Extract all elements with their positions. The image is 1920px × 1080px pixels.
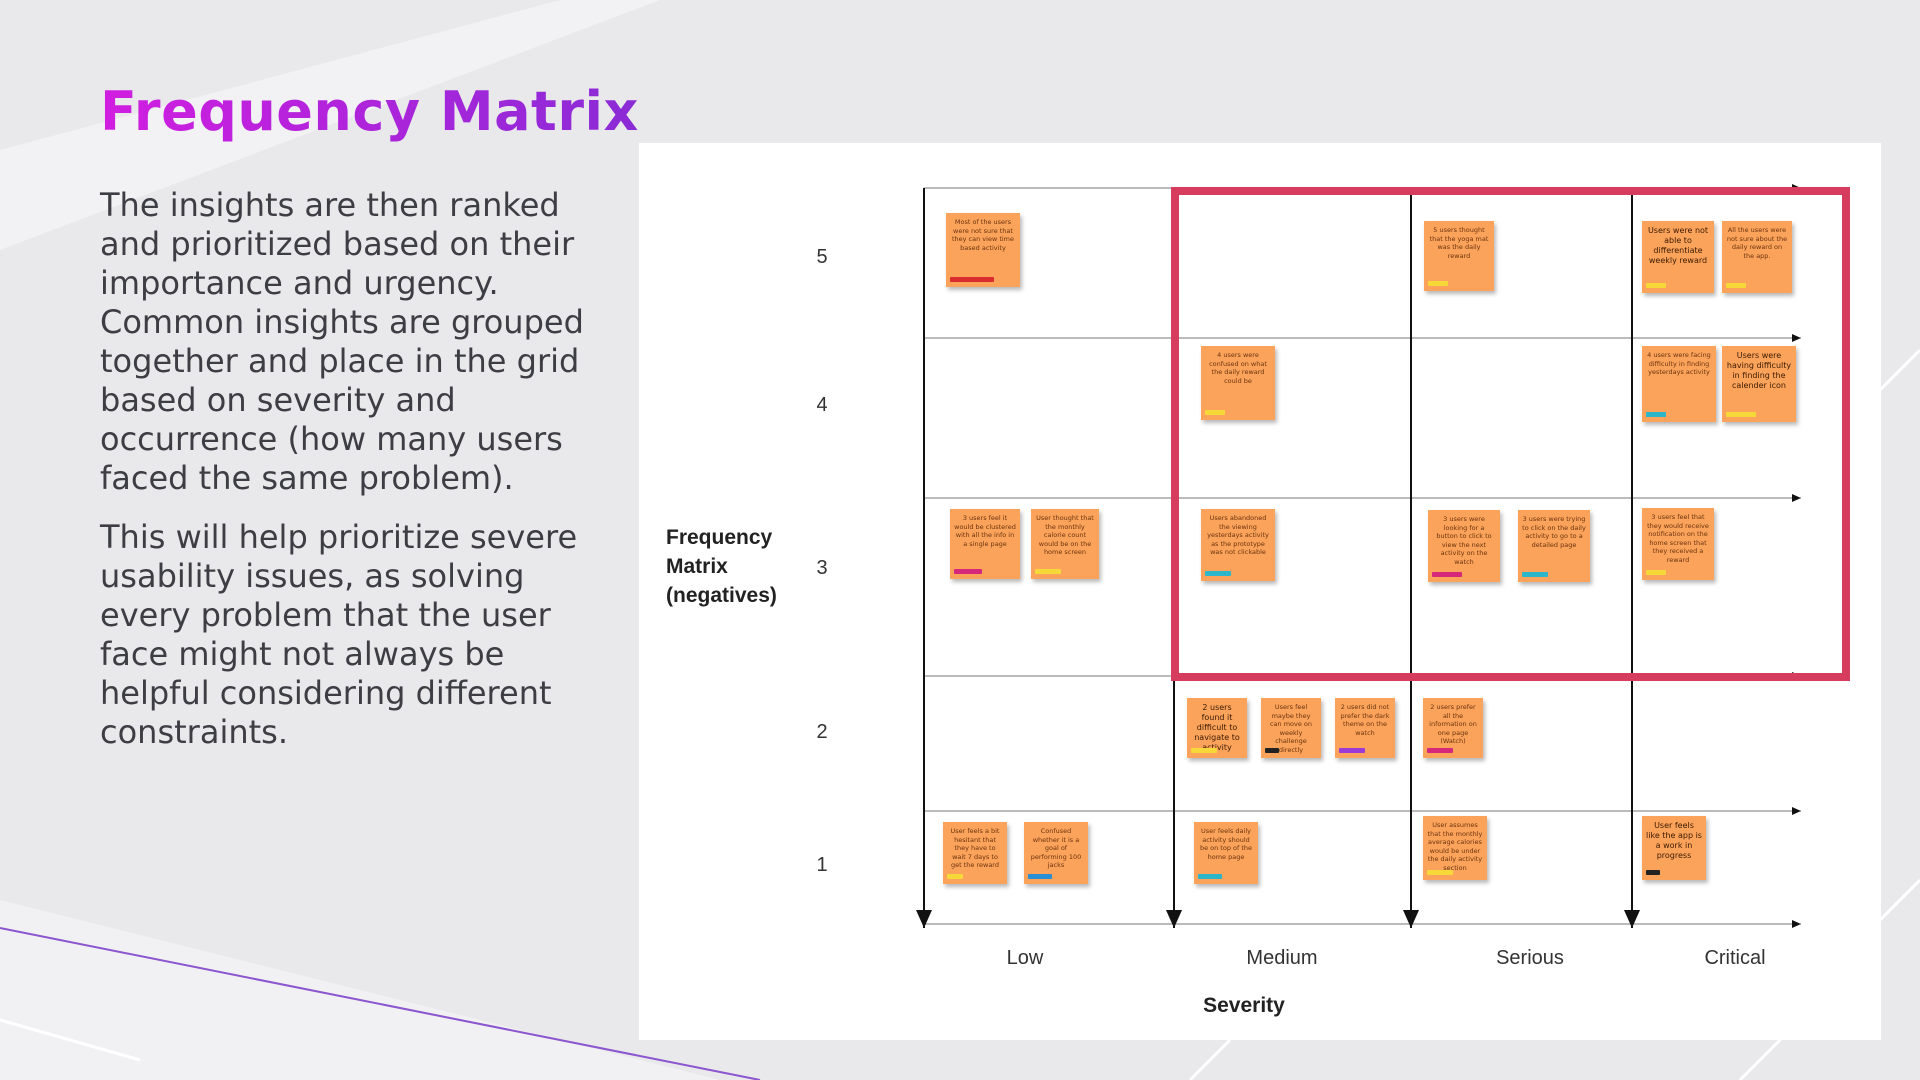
note-tag bbox=[954, 569, 982, 574]
note-tag bbox=[1427, 748, 1453, 753]
paragraph-prioritize: This will help prioritize severe usabili… bbox=[100, 518, 578, 751]
sticky-note: Confused whether it is a goal of perform… bbox=[1024, 822, 1088, 884]
row-label-2: 2 bbox=[816, 721, 828, 743]
note-tag bbox=[1205, 410, 1225, 415]
sticky-note: 2 users prefer all the information on on… bbox=[1423, 698, 1483, 758]
note-tag bbox=[1427, 870, 1453, 875]
row-label-1: 1 bbox=[816, 854, 828, 876]
sticky-note: User thought that the monthly calorie co… bbox=[1031, 509, 1099, 579]
column-label-serious: Serious bbox=[1496, 947, 1564, 969]
x-axis-label: Severity bbox=[1203, 994, 1285, 1017]
sticky-note: Users abandoned the viewing yesterdays a… bbox=[1201, 509, 1275, 581]
note-tag bbox=[1522, 572, 1548, 577]
sticky-note: All the users were not sure about the da… bbox=[1722, 221, 1792, 293]
sticky-note: Users were not able to differentiate wee… bbox=[1642, 221, 1714, 293]
note-tag bbox=[1428, 281, 1448, 286]
row-label-3: 3 bbox=[816, 557, 828, 579]
row-label-5: 5 bbox=[816, 246, 828, 268]
note-tag bbox=[1198, 874, 1222, 879]
row-divider-lines bbox=[924, 184, 1801, 928]
sticky-note: 3 users were trying to click on the dail… bbox=[1518, 510, 1590, 582]
sticky-note: 3 users feel it would be clustered with … bbox=[950, 509, 1020, 579]
note-tag bbox=[1191, 748, 1217, 753]
sticky-note: User feels like the app is a work in pro… bbox=[1642, 816, 1706, 880]
paragraph-ranking: The insights are then ranked and priorit… bbox=[100, 186, 584, 497]
note-tag bbox=[1028, 874, 1052, 879]
note-tag bbox=[947, 874, 963, 879]
sticky-note: 4 users were facing difficulty in findin… bbox=[1642, 346, 1716, 422]
sticky-note: User feels a bit hesitant that they have… bbox=[943, 822, 1007, 884]
sticky-note: User feels daily activity should be on t… bbox=[1194, 822, 1258, 884]
column-label-medium: Medium bbox=[1246, 947, 1318, 969]
sticky-note: 3 users were looking for a button to cli… bbox=[1428, 510, 1500, 582]
matrix-grid bbox=[916, 184, 1850, 928]
note-tag bbox=[1035, 569, 1061, 574]
slide-title: Frequency Matrix bbox=[100, 80, 639, 143]
sticky-note: Users feel maybe they can move on weekly… bbox=[1261, 698, 1321, 758]
sticky-note: 2 users did not prefer the dark theme on… bbox=[1335, 698, 1395, 758]
note-tag bbox=[1646, 570, 1666, 575]
sticky-note: 5 users thought that the yoga mat was th… bbox=[1424, 221, 1494, 291]
note-tag bbox=[950, 277, 994, 282]
note-tag bbox=[1339, 748, 1365, 753]
note-tag bbox=[1646, 283, 1666, 288]
sticky-note: 2 users found it difficult to navigate t… bbox=[1187, 698, 1247, 758]
note-tag bbox=[1646, 870, 1660, 875]
sticky-note: User assumes that the monthly average ca… bbox=[1423, 816, 1487, 880]
frequency-matrix-panel: Frequency Matrix (negatives) 5 4 3 2 1 L… bbox=[639, 143, 1881, 1040]
note-tag bbox=[1205, 571, 1231, 576]
note-tag bbox=[1646, 412, 1666, 417]
note-tag bbox=[1726, 283, 1746, 288]
sticky-note: Users were having difficulty in finding … bbox=[1722, 346, 1796, 422]
note-tag bbox=[1726, 412, 1756, 417]
note-tag bbox=[1265, 748, 1279, 753]
row-label-4: 4 bbox=[816, 394, 828, 416]
y-axis-label: Frequency Matrix (negatives) bbox=[666, 526, 777, 607]
column-label-critical: Critical bbox=[1704, 947, 1766, 969]
sticky-note: 4 users were confused on what the daily … bbox=[1201, 346, 1275, 420]
priority-highlight-box bbox=[1171, 187, 1850, 681]
note-tag bbox=[1432, 572, 1462, 577]
column-label-low: Low bbox=[1006, 947, 1044, 969]
sticky-note: Most of the users were not sure that the… bbox=[946, 213, 1020, 287]
sticky-note: 3 users feel that they would receive not… bbox=[1642, 508, 1714, 580]
